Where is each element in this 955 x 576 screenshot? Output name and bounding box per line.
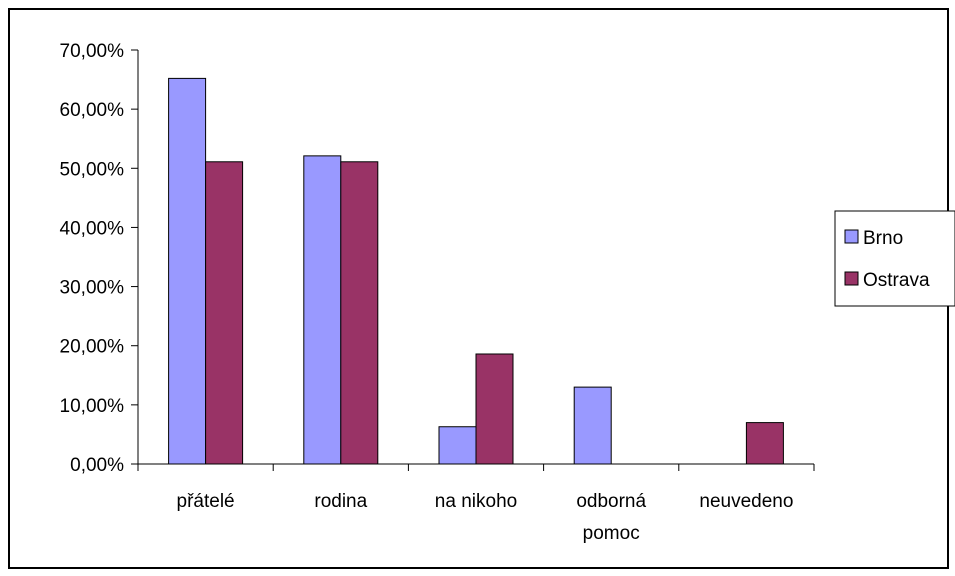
x-axis: přátelé rodina na nikoho odborná pomoc neuved… xyxy=(137,463,815,544)
x-category-label: na nikoho xyxy=(435,491,517,512)
legend-label-ostrava: Ostrava xyxy=(863,270,930,291)
bar-brno-0 xyxy=(168,77,207,465)
legend-box xyxy=(834,210,955,307)
legend: Brno Ostrava xyxy=(834,210,955,307)
y-tick-label: 0,00% xyxy=(70,455,124,476)
y-tick-label: 70,00% xyxy=(60,41,125,62)
y-tick-label: 50,00% xyxy=(60,159,125,180)
legend-label-brno: Brno xyxy=(863,228,903,249)
x-category-label: rodina xyxy=(314,491,367,512)
y-tick-label: 40,00% xyxy=(60,218,125,239)
y-tick-label: 20,00% xyxy=(60,337,125,358)
bar-brno-2 xyxy=(438,426,477,465)
y-tick-label: 10,00% xyxy=(60,396,125,417)
x-category-label: odborná xyxy=(576,491,646,512)
bar-ostrava-0 xyxy=(205,161,244,465)
x-category-label: přátelé xyxy=(177,491,235,512)
x-category-label: pomoc xyxy=(583,523,640,544)
legend-swatch-ostrava xyxy=(844,271,859,286)
y-tick-label: 60,00% xyxy=(60,100,125,121)
bar-brno-3 xyxy=(573,386,612,465)
y-tick-label: 30,00% xyxy=(60,278,125,299)
y-axis: 0,00% 10,00% 20,00% 30,00% 40,00% 50,00% 60,00… xyxy=(60,41,139,476)
bar-ostrava-1 xyxy=(340,161,379,465)
chart-frame xyxy=(8,8,949,569)
bar-brno-1 xyxy=(303,155,342,465)
bar-ostrava-4 xyxy=(745,422,784,465)
x-category-label: neuvedeno xyxy=(699,491,793,512)
bar-ostrava-2 xyxy=(475,353,514,465)
bars xyxy=(168,77,784,465)
legend-swatch-brno xyxy=(844,229,859,244)
